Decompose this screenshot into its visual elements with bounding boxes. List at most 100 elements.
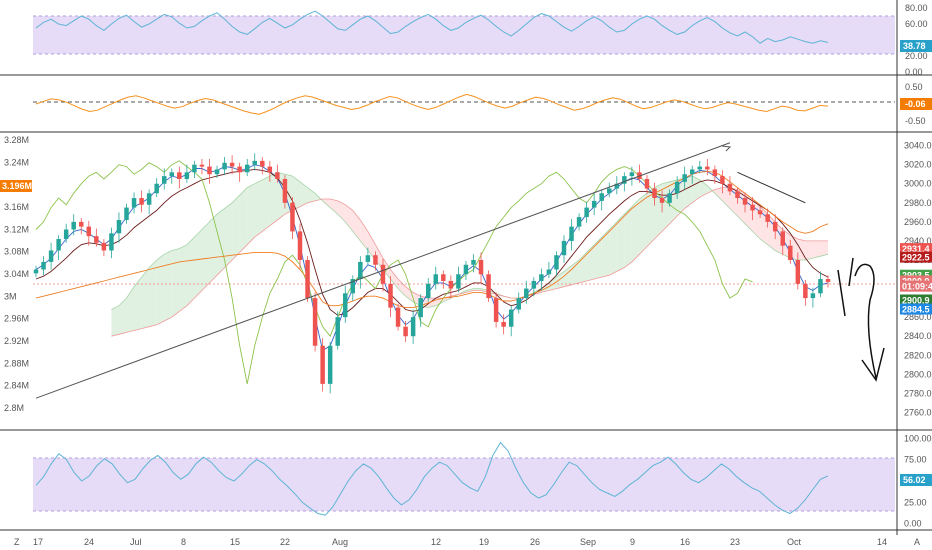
- oscillator-value-badge: [900, 98, 932, 110]
- time-label: Sep: [580, 537, 596, 547]
- time-label: 15: [230, 537, 240, 547]
- candle-body: [478, 259, 484, 275]
- cloud-segment: [232, 195, 240, 260]
- candle-body: [56, 239, 61, 251]
- cloud-segment: [367, 231, 376, 260]
- cloud-segment: [684, 176, 693, 209]
- candle-body: [803, 283, 808, 299]
- candle-body: [244, 164, 250, 173]
- candle-body: [674, 181, 680, 194]
- candle-body: [780, 231, 785, 246]
- candle-body: [418, 298, 423, 318]
- candle-body: [591, 200, 597, 208]
- candle-body: [810, 293, 816, 299]
- time-axis[interactable]: 17 24 Jul 8 15 22 Aug 12 19 26 Sep 9 16 23 Oct 14: [33, 537, 887, 547]
- price-badge: [900, 251, 932, 263]
- oscillator-tick: 0.50: [905, 82, 923, 92]
- price-badge-label: 01:09:40: [902, 282, 932, 292]
- down-trendline-drawing[interactable]: [737, 171, 806, 204]
- candle-body: [169, 172, 175, 177]
- volume-tick: 3M: [4, 291, 17, 301]
- cloud-segment: [337, 200, 346, 222]
- rsi-top-value-label: 38.78: [903, 41, 926, 51]
- ichimoku-cloud: [111, 171, 829, 337]
- rsi-top-pane[interactable]: 80.00 60.00 20.00 0.00 38.78: [33, 3, 932, 77]
- candle-body: [86, 226, 92, 237]
- price-tick: 2980.0: [904, 198, 932, 208]
- price-tick: 2820.0: [904, 350, 932, 360]
- cloud-segment: [812, 240, 821, 259]
- cloud-segment: [149, 259, 157, 327]
- indicator-base-line: [35, 168, 829, 316]
- time-label: 24: [84, 537, 94, 547]
- time-label: 9: [630, 537, 635, 547]
- candle-body: [441, 274, 446, 281]
- candle-body: [456, 274, 461, 289]
- candle-body: [116, 219, 122, 234]
- candle-body: [561, 240, 567, 256]
- cloud-segment: [805, 240, 813, 260]
- time-label: Oct: [787, 537, 802, 547]
- candle-body: [508, 309, 514, 327]
- volume-tick: 3.04M: [4, 269, 29, 279]
- cloud-segment: [405, 286, 414, 302]
- candle-body: [305, 259, 310, 299]
- trendline-drawing[interactable]: [35, 142, 731, 399]
- cloud-segment: [224, 202, 233, 268]
- candle-body: [260, 160, 265, 167]
- cloud-segment: [345, 204, 353, 232]
- candle-body: [380, 264, 386, 284]
- price-badge: [900, 294, 932, 306]
- candle-body: [539, 274, 544, 281]
- price-tick: 3020.0: [904, 160, 932, 170]
- candle-body: [71, 221, 76, 230]
- candle-body: [48, 250, 54, 262]
- candle-body: [818, 279, 823, 294]
- candle-body: [788, 245, 793, 260]
- cloud-segment: [194, 229, 202, 299]
- cloud-segment: [254, 179, 263, 238]
- oscillator-pane[interactable]: 0.500.00-0.50 -0.06: [33, 82, 932, 126]
- candle-body: [109, 233, 114, 251]
- freehand-projection-drawing[interactable]: [837, 257, 885, 382]
- volume-tick: 2.8M: [4, 403, 24, 413]
- rsi-top-tick: 60.00: [905, 19, 928, 29]
- cloud-segment: [239, 187, 248, 253]
- candle-body: [720, 176, 725, 184]
- volume-tick: 2.84M: [4, 381, 29, 391]
- cloud-segment: [217, 208, 225, 276]
- cloud-segment: [171, 248, 180, 318]
- candle-body: [795, 259, 801, 284]
- cloud-segment: [601, 229, 610, 278]
- candle-body: [63, 229, 69, 240]
- oscillator-line: [35, 93, 829, 115]
- rsi-bottom-value-label: 56.02: [903, 475, 926, 485]
- time-label: 8: [181, 537, 186, 547]
- volume-tick: 3.12M: [4, 224, 29, 234]
- timezone-button[interactable]: Z: [14, 537, 20, 547]
- candle-body: [343, 293, 348, 318]
- rsi-bottom-line: [35, 441, 829, 516]
- candle-body: [667, 193, 672, 203]
- auto-scale-button[interactable]: A: [914, 537, 920, 547]
- time-label: 19: [479, 537, 489, 547]
- cloud-segment: [586, 244, 595, 281]
- candle-body: [275, 172, 280, 179]
- candle-body: [493, 298, 499, 322]
- candle-body: [531, 280, 537, 289]
- cloud-segment: [164, 250, 172, 321]
- cloud-segment: [820, 240, 828, 257]
- candle-body: [682, 174, 687, 182]
- volume-axis-left: 3.28M3.24M3.2M3.16M3.12M3.08M3.04M3M2.96…: [4, 135, 29, 413]
- price-tick: 2840.0: [904, 331, 932, 341]
- price-badge-label: 2900.9: [902, 295, 930, 305]
- price-pane[interactable]: 3040.03020.03000.02980.02960.02940.02920…: [0, 135, 932, 417]
- candle-body: [735, 191, 740, 199]
- cloud-segment: [722, 187, 730, 209]
- rsi-top-tick: 80.00: [905, 3, 928, 13]
- cloud-segment: [179, 244, 187, 312]
- cloud-segment: [307, 187, 316, 203]
- time-label: Aug: [332, 537, 348, 547]
